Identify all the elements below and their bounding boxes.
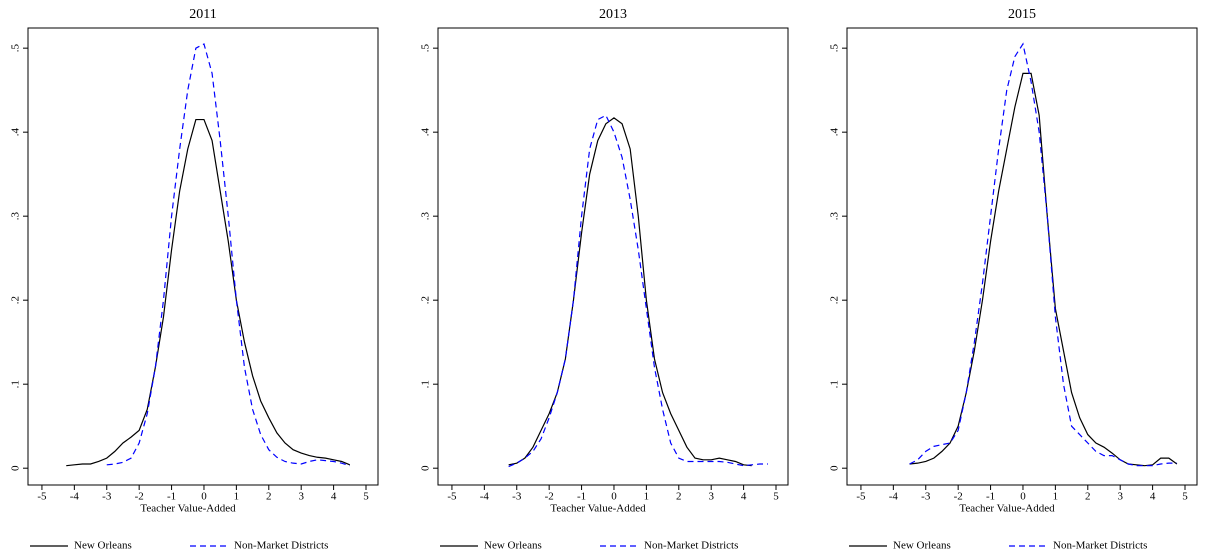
x-tick-label: -5 [37,491,47,503]
x-axis-label: Teacher Value-Added [140,503,236,515]
x-tick-label: 3 [1117,491,1123,503]
x-tick-label: -1 [986,491,995,503]
y-tick-label: .2 [829,296,841,304]
x-tick-label: -1 [167,491,176,503]
x-tick-label: 4 [331,491,337,503]
y-tick-label: .5 [420,44,432,53]
x-tick-label: 2 [1085,491,1091,503]
y-tick-label: 0 [829,465,841,471]
density-line [909,42,1177,467]
y-tick-label: .2 [10,296,22,304]
x-axis-label: Teacher Value-Added [959,503,1055,515]
x-tick-label: 1 [1053,491,1059,503]
chart-title: 2013 [599,7,627,22]
y-tick-label: .1 [420,380,432,388]
y-tick-label: .3 [10,212,22,221]
y-tick-label: .3 [829,212,841,221]
x-tick-label: 0 [1020,491,1026,503]
x-tick-label: -2 [954,491,963,503]
x-tick-label: 0 [611,491,617,503]
legend-label: Non-Market Districts [1053,540,1147,552]
density-line [66,118,351,467]
x-tick-label: 4 [741,491,747,503]
legend-label: New Orleans [484,540,542,552]
plot-frame [27,27,379,486]
y-tick-label: 0 [420,465,432,471]
x-tick-label: -2 [545,491,554,503]
density-line [508,114,768,468]
x-tick-label: -5 [856,491,866,503]
x-tick-label: 0 [201,491,207,503]
x-tick-label: -5 [447,491,457,503]
legend-label: New Orleans [74,540,132,552]
x-tick-label: 3 [298,491,304,503]
legend-label: New Orleans [893,540,951,552]
chart-title: 2011 [189,7,216,22]
plot-frame [437,27,789,486]
x-tick-label: 5 [1182,491,1188,503]
y-tick-label: .1 [10,380,22,388]
x-tick-label: -3 [921,491,931,503]
legend-label: Non-Market Districts [644,540,738,552]
x-tick-label: 5 [773,491,779,503]
y-tick-label: .3 [420,212,432,221]
density-line [508,117,752,467]
y-tick-label: .4 [829,128,841,137]
y-tick-label: .1 [829,380,841,388]
x-tick-label: -4 [889,491,899,503]
legend-label: Non-Market Districts [234,540,328,552]
chart-title: 2015 [1008,7,1036,22]
x-tick-label: -3 [102,491,112,503]
y-tick-label: .4 [10,128,22,137]
x-tick-label: -4 [480,491,490,503]
y-tick-label: .2 [420,296,432,304]
x-tick-label: 3 [708,491,714,503]
x-tick-label: 2 [266,491,272,503]
y-tick-label: .4 [420,128,432,137]
density-line [909,72,1178,467]
x-tick-label: -1 [577,491,586,503]
x-tick-label: -4 [70,491,80,503]
x-tick-label: 1 [234,491,240,503]
x-tick-label: 4 [1150,491,1156,503]
plot-frame [846,27,1198,486]
y-tick-label: 0 [10,465,22,471]
x-tick-label: 1 [644,491,650,503]
y-tick-label: .5 [829,44,841,53]
y-tick-label: .5 [10,44,22,53]
x-axis-label: Teacher Value-Added [550,503,646,515]
x-tick-label: 2 [676,491,682,503]
x-tick-label: -3 [512,491,522,503]
x-tick-label: 5 [363,491,369,503]
density-line [106,43,350,467]
x-tick-label: -2 [135,491,144,503]
